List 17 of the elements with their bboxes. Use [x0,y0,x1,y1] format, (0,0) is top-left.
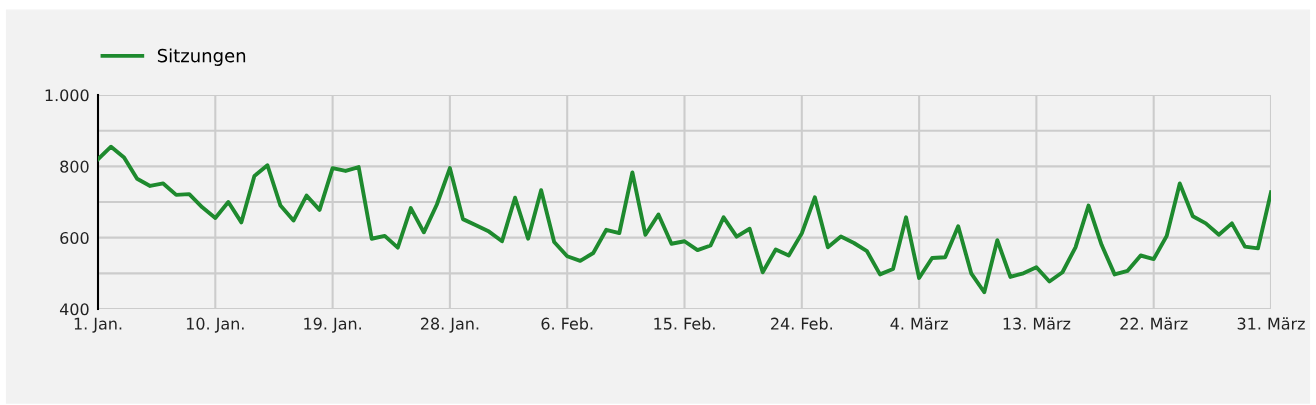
x-tick-label: 19. Jan. [304,317,361,333]
x-tick-label: 13. März [1003,317,1071,330]
x-tick-label: 15. Feb. [654,317,715,330]
y-tick-label: 400 [59,303,89,316]
x-tick-label: 31. März [1237,317,1305,330]
y-tick-label: 800 [60,160,89,173]
x-tick-label: 24. Feb. [771,317,832,330]
x-tick-label: 10. Jan. [186,317,244,333]
x-tick-label: 4. März [890,317,948,330]
x-tick-label: 28. Jan. [420,317,479,333]
x-tick-label: 1. Jan. [74,317,122,333]
x-tick-label: 6. Feb. [541,317,593,330]
line-series [98,144,1271,295]
y-tick-label: 600 [60,231,89,244]
legend-label: Sitzungen [157,48,246,66]
y-tick-label: 1.000 [45,89,89,102]
x-tick-label: 22. März [1120,317,1188,330]
